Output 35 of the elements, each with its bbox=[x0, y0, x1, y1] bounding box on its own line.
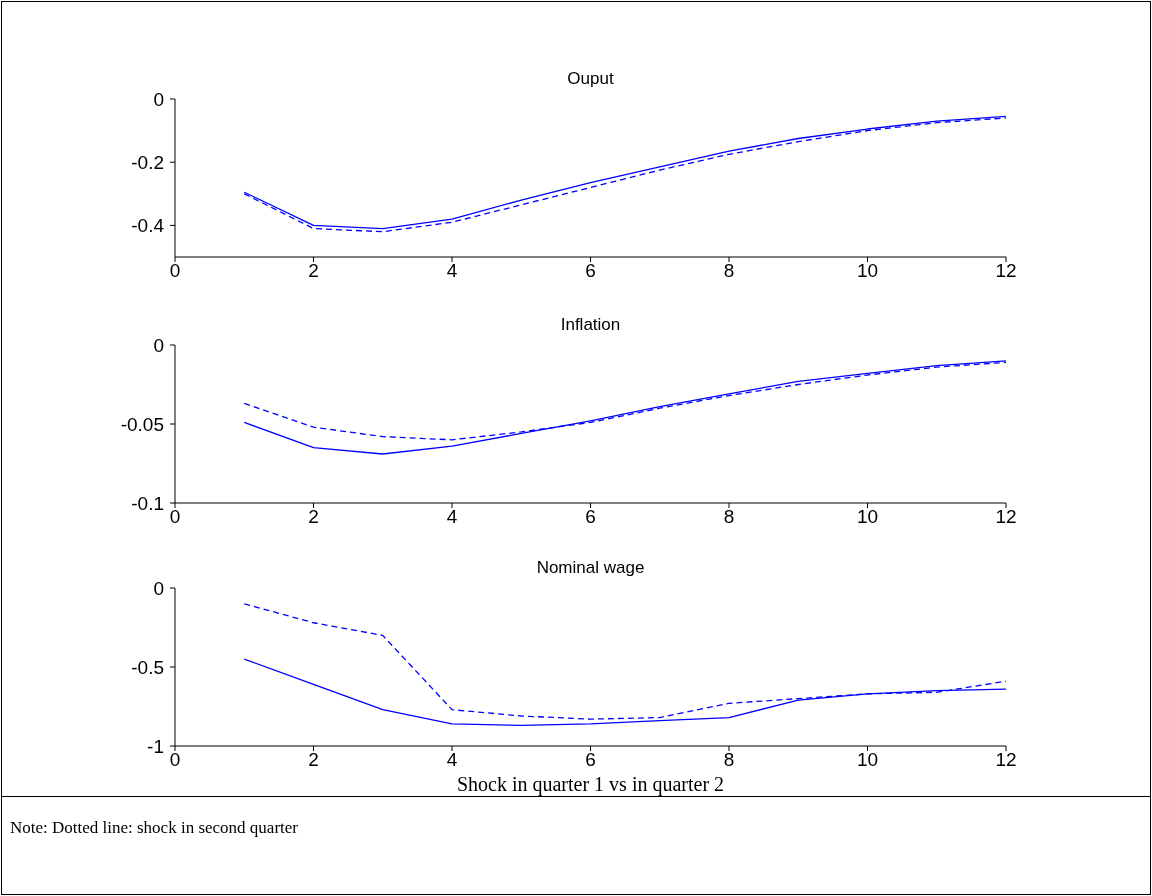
chart-title: Ouput bbox=[566, 69, 615, 89]
x-tick-label: 12 bbox=[995, 260, 1017, 282]
y-tick-label: 0 bbox=[153, 334, 164, 356]
x-tick-label: 12 bbox=[995, 749, 1017, 771]
x-tick-label: 4 bbox=[446, 749, 458, 771]
y-tick-label: -0.2 bbox=[131, 151, 164, 173]
x-tick-label: 2 bbox=[308, 260, 319, 282]
x-tick-label: 2 bbox=[308, 749, 319, 771]
chart-title: Nominal wage bbox=[535, 558, 646, 578]
y-tick-label: -0.05 bbox=[120, 413, 164, 435]
y-tick-label: 0 bbox=[153, 88, 164, 110]
x-tick-label: 2 bbox=[308, 506, 319, 528]
x-tick-label: 10 bbox=[856, 260, 879, 282]
x-tick-label: 0 bbox=[169, 506, 181, 528]
x-tick-label: 8 bbox=[723, 260, 735, 282]
y-tick-label: -1 bbox=[147, 735, 164, 757]
text: Note: Dotted line: shock in second quarter bbox=[10, 818, 298, 838]
x-tick-label: 12 bbox=[995, 506, 1017, 528]
y-tick-label: -0.5 bbox=[131, 656, 164, 678]
x-tick-label: 4 bbox=[446, 506, 458, 528]
x-tick-label: 6 bbox=[585, 506, 596, 528]
x-tick-label: 0 bbox=[169, 260, 181, 282]
y-tick-label: 0 bbox=[153, 577, 164, 599]
x-tick-label: 4 bbox=[446, 260, 458, 282]
y-tick-label: -0.4 bbox=[131, 215, 165, 237]
x-tick-label: 10 bbox=[856, 506, 879, 528]
x-tick-label: 6 bbox=[585, 260, 596, 282]
x-tick-label: 0 bbox=[169, 749, 181, 771]
x-tick-label: 6 bbox=[585, 749, 596, 771]
x-tick-label: 8 bbox=[723, 506, 735, 528]
chart-title: Inflation bbox=[559, 315, 622, 335]
x-tick-label: 10 bbox=[856, 749, 879, 771]
y-tick-label: -0.1 bbox=[131, 492, 164, 514]
x-axis-title: Shock in quarter 1 vs in quarter 2 bbox=[455, 773, 726, 796]
x-tick-label: 8 bbox=[723, 749, 735, 771]
